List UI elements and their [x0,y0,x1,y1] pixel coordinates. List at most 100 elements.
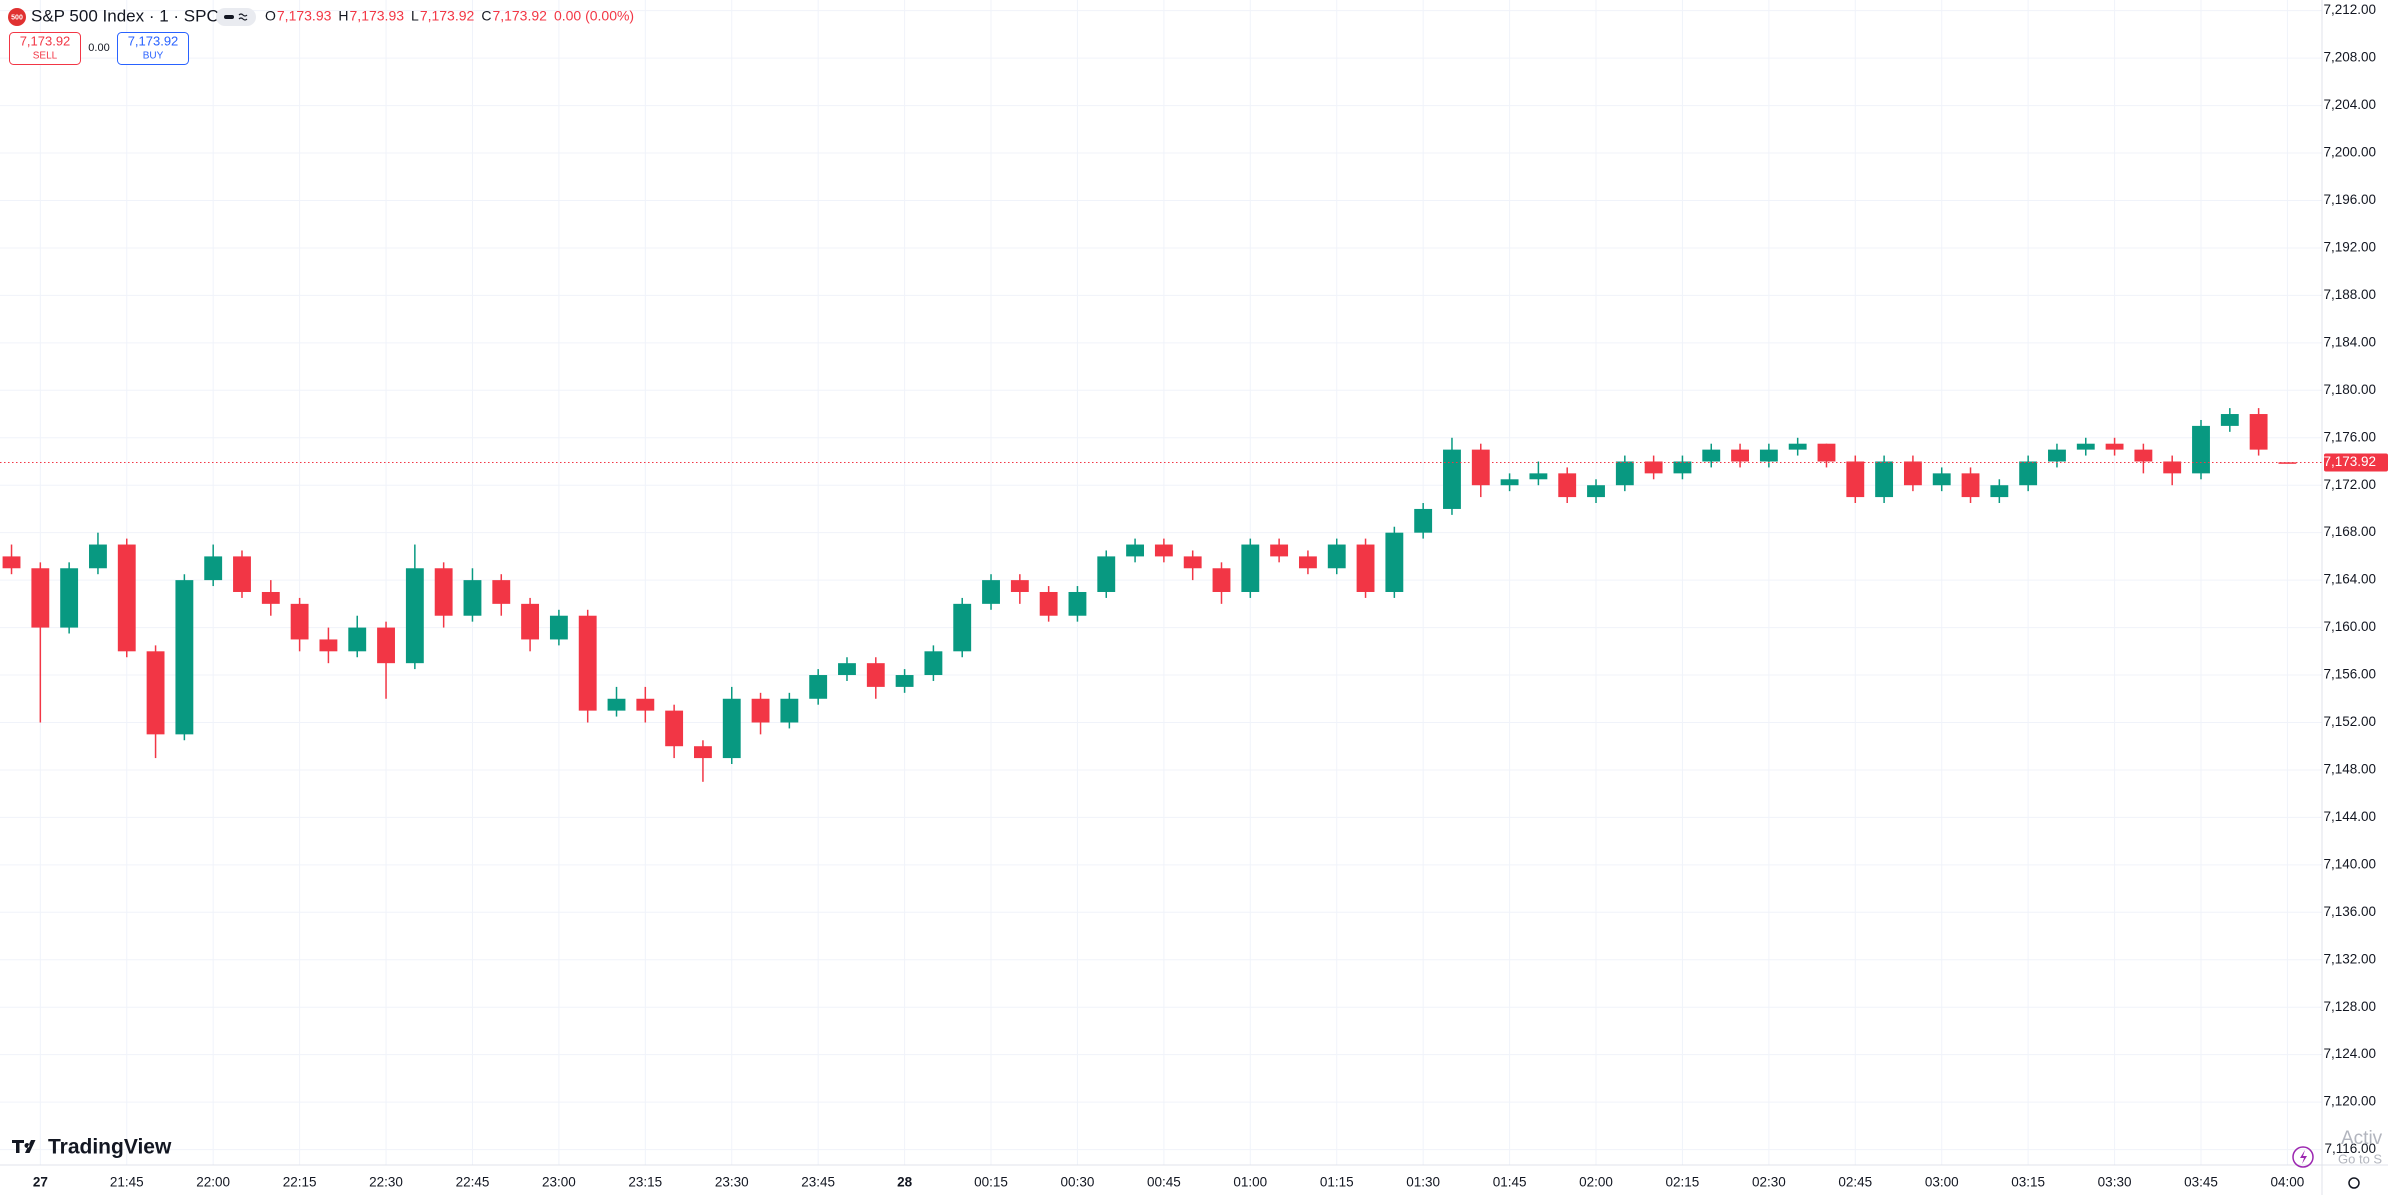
ohlc-legend: O 7,173.93 H 7,173.93 L 7,173.92 C 7,173.92 [265,8,547,24]
candle-body [895,675,914,687]
candle-body [2134,449,2153,462]
y-tick-label: 7,116.00 [2324,1141,2376,1156]
candle-body [549,615,568,640]
candle-body [348,627,367,652]
candle-body [722,698,741,759]
sell-button[interactable] [9,32,81,65]
lightning-button[interactable] [2292,1146,2314,1168]
y-tick-label: 7,136.00 [2323,904,2376,919]
y-tick-label: 7,128.00 [2323,999,2376,1014]
lightning-icon [2300,1150,2307,1164]
candle-body [2,556,21,569]
candle-body [578,615,597,711]
ohlc-key: C [481,8,491,24]
y-tick-label: 7,164.00 [2323,572,2376,587]
x-tick-label: 23:45 [801,1175,835,1190]
candle-body [1183,556,1202,569]
candle-body [1587,485,1605,498]
ohlc-value: 7,173.93 [277,8,332,24]
candle-body [1356,544,1375,592]
ohlc-value: 7,173.92 [420,8,475,24]
candle-body [1154,544,1173,557]
candle-body [1270,544,1289,557]
candle-body [2192,425,2210,474]
candle-body [838,663,856,676]
last-price-box [2324,453,2388,472]
watermark: Activ [2341,1128,2383,1149]
candle-body [1961,473,1980,498]
y-tick-label: 7,148.00 [2323,762,2376,777]
status-pill[interactable] [216,8,256,26]
candle-body [1010,580,1029,592]
y-tick-label: 7,140.00 [2323,856,2376,871]
ohlc-key: O [265,8,276,24]
x-tick-label: 22:45 [456,1175,490,1190]
status-icon [238,13,248,21]
x-tick-label: 02:15 [1666,1175,1700,1190]
brand-logo [12,1140,36,1153]
x-tick-label: 02:30 [1752,1175,1786,1190]
x-tick-label: 22:00 [196,1175,230,1190]
candle-body [2019,461,2038,486]
x-tick-label: 01:15 [1320,1175,1354,1190]
candle-body [319,639,338,652]
symbol-logo [8,8,26,26]
brand-name[interactable]: TradingView [48,1136,172,1159]
buy-price: 7,173.92 [128,33,179,48]
x-tick-label: 00:30 [1061,1175,1095,1190]
buy-button[interactable] [117,32,189,65]
candle-body [1903,461,1922,486]
x-tick-label: 23:30 [715,1175,749,1190]
candle-body [233,556,251,592]
candle-body [146,651,165,735]
y-tick-label: 7,184.00 [2323,334,2376,349]
candle-body [780,698,799,723]
candle-body [2105,443,2124,450]
candles [0,408,2322,782]
candle-body [60,568,79,628]
ohlc-key: L [411,8,419,24]
y-tick-label: 7,152.00 [2323,714,2376,729]
candle-body [1529,473,1548,480]
y-tick-label: 7,192.00 [2323,240,2376,255]
change: 0.00 (0.00%) [554,8,634,24]
candle-body [204,556,223,581]
y-tick-label: 7,132.00 [2323,951,2376,966]
candle-body [492,580,511,604]
candle-body [1385,532,1404,592]
x-tick-label: 01:45 [1493,1175,1527,1190]
candle-body [866,663,885,687]
candle-body [2220,414,2239,426]
candle-body [1788,443,1807,450]
x-tick-label: 03:45 [2184,1175,2218,1190]
y-tick-label: 7,176.00 [2323,429,2376,444]
sell-price: 7,173.92 [20,33,71,48]
x-tick-label: 03:30 [2098,1175,2132,1190]
x-tick-label: 01:30 [1406,1175,1440,1190]
x-tick-label: 00:15 [974,1175,1008,1190]
x-tick-label: 03:00 [1925,1175,1959,1190]
buy-label: BUY [143,51,164,62]
candle-body [1558,473,1577,498]
y-tick-label: 7,204.00 [2323,97,2376,112]
symbol-logo-text: 500 [11,14,23,21]
settings-button[interactable] [2348,1177,2360,1189]
candle-body [434,568,453,616]
x-tick-label: 28 [897,1175,913,1190]
ohlc-value: 7,173.92 [492,8,547,24]
candle-body [1471,449,1490,486]
candle-body [175,580,194,735]
candle-body [2048,449,2066,462]
status-icon [224,15,234,19]
last-price-label: 7,173.92 [2323,454,2376,469]
candle-body [751,698,770,723]
candle-body [1126,544,1145,557]
spread: 0.00 [88,42,109,54]
candle-body [1990,485,2009,498]
candle-body [665,710,684,747]
symbol-title[interactable]: S&P 500 Index · 1 · SPCFD [31,6,241,25]
candle-body [1039,591,1058,616]
candle-body [809,675,828,699]
x-tick-label: 27 [33,1175,48,1190]
